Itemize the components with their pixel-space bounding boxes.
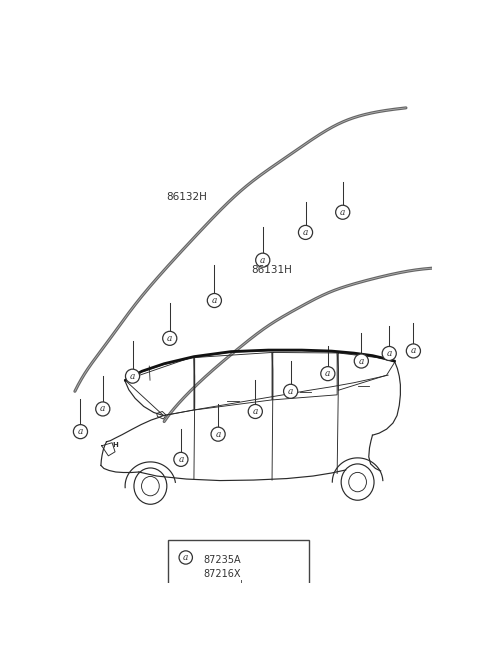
Text: H: H	[112, 441, 118, 448]
Text: a: a	[359, 356, 364, 365]
Text: 87216X: 87216X	[203, 569, 240, 579]
Ellipse shape	[299, 225, 312, 240]
FancyBboxPatch shape	[168, 540, 309, 598]
Text: a: a	[340, 208, 346, 217]
Ellipse shape	[211, 427, 225, 441]
Ellipse shape	[163, 331, 177, 345]
Ellipse shape	[336, 205, 350, 219]
Ellipse shape	[284, 384, 298, 398]
Text: a: a	[288, 387, 293, 396]
Text: a: a	[78, 427, 83, 436]
Text: a: a	[100, 404, 106, 413]
Ellipse shape	[354, 354, 368, 368]
Text: a: a	[130, 371, 135, 381]
Ellipse shape	[125, 369, 140, 383]
Text: a: a	[325, 369, 331, 378]
Text: 86132H: 86132H	[166, 192, 207, 202]
Text: 86131H: 86131H	[252, 265, 292, 275]
Text: a: a	[303, 228, 308, 237]
Text: a: a	[260, 255, 265, 265]
Text: a: a	[386, 349, 392, 358]
Text: 87235A: 87235A	[203, 555, 241, 565]
Ellipse shape	[256, 253, 270, 267]
Ellipse shape	[248, 404, 263, 419]
Ellipse shape	[73, 424, 87, 439]
FancyBboxPatch shape	[233, 587, 250, 594]
Ellipse shape	[207, 293, 221, 308]
Ellipse shape	[321, 367, 335, 381]
Ellipse shape	[179, 551, 192, 564]
Text: a: a	[183, 553, 189, 562]
Text: a: a	[167, 334, 172, 343]
Text: a: a	[216, 430, 221, 439]
Ellipse shape	[382, 346, 396, 360]
Ellipse shape	[174, 453, 188, 466]
Text: a: a	[411, 346, 416, 356]
Ellipse shape	[407, 344, 420, 358]
Text: a: a	[178, 455, 183, 464]
Text: a: a	[212, 296, 217, 305]
Ellipse shape	[96, 402, 110, 416]
Text: a: a	[252, 407, 258, 416]
